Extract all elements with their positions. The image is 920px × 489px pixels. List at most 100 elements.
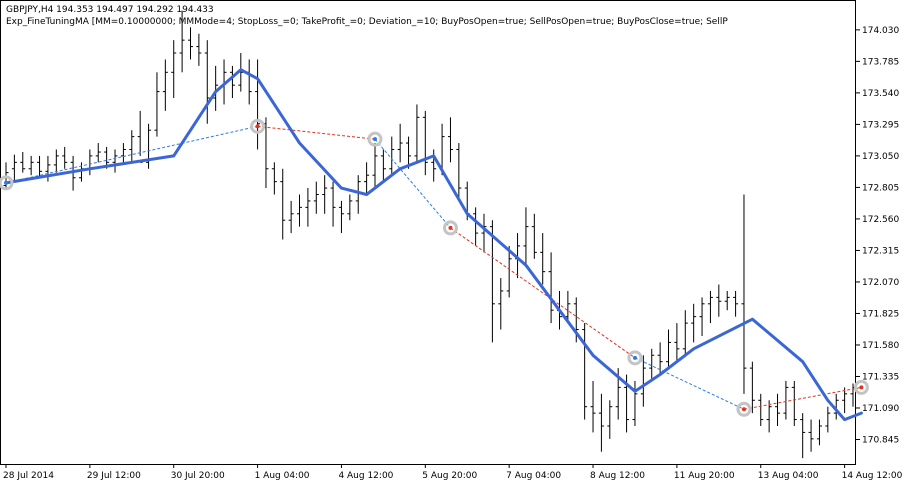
ohlc-bar — [699, 297, 705, 336]
trade-marker-ring — [367, 131, 383, 147]
ohlc-bar — [397, 123, 403, 163]
sell-entry-marker — [741, 407, 746, 412]
moving-average-line — [4, 68, 863, 422]
ohlc-bar — [489, 220, 495, 343]
ohlc-bar — [842, 387, 848, 414]
x-tick-label: 11 Aug 20:00 — [674, 471, 735, 481]
ohlc-bar — [666, 329, 672, 369]
ohlc-bar — [800, 413, 806, 459]
ohlc-bar — [280, 168, 286, 240]
ohlc-bar — [506, 245, 512, 298]
ohlc-bar — [540, 233, 546, 285]
ohlc-bar — [523, 207, 529, 266]
ohlc-bar — [171, 40, 177, 99]
buy-entry-marker — [632, 355, 637, 360]
ohlc-bar — [62, 146, 68, 169]
ohlc-bar — [406, 136, 412, 169]
y-tick-label: 172.560 — [862, 215, 899, 225]
ohlc-bar — [548, 252, 554, 324]
sell-trade-line — [257, 125, 376, 140]
ohlc-bar — [456, 143, 462, 201]
x-tick-label: 1 Aug 04:00 — [255, 471, 310, 481]
ohlc-bar — [196, 33, 202, 66]
x-tick-label: 30 Jul 20:00 — [171, 471, 225, 481]
ohlc-bar — [691, 303, 697, 343]
buy-entry-marker — [4, 180, 8, 185]
trade-marker-ring — [853, 379, 869, 395]
y-tick-label: 171.825 — [862, 309, 899, 319]
ohlc-bar — [53, 149, 59, 173]
ohlc-bar — [808, 419, 814, 452]
y-tick-label: 173.050 — [862, 152, 899, 162]
y-tick-label: 173.540 — [862, 89, 899, 99]
ohlc-bar — [204, 40, 210, 124]
ohlc-bar — [146, 123, 152, 169]
chart-header: GBPJPY,H4 194.353 194.497 194.292 194.43… — [6, 4, 854, 28]
y-tick-label: 171.335 — [862, 372, 899, 382]
ohlc-bar — [112, 149, 118, 173]
ohlc-bar — [422, 110, 428, 176]
trade-marker-ring — [0, 175, 14, 191]
expert-params-line: Exp_FineTuningMA [MM=0.10000000; MMMode=… — [6, 17, 728, 27]
chart-frame — [0, 0, 856, 465]
ohlc-bar — [380, 149, 386, 182]
ohlc-bar — [28, 155, 34, 176]
ohlc-bar — [582, 323, 588, 420]
x-tick-label: 8 Aug 12:00 — [590, 471, 645, 481]
ohlc-bar — [766, 400, 772, 433]
ohlc-bar — [758, 393, 764, 426]
y-tick-label: 171.090 — [862, 404, 899, 414]
ohlc-bar — [129, 130, 135, 163]
trade-marker-ring — [627, 350, 643, 366]
ohlc-bar — [87, 149, 93, 176]
ohlc-bar — [137, 110, 143, 163]
ohlc-bar — [481, 213, 487, 253]
ohlc-bar — [674, 323, 680, 362]
ohlc-bar — [498, 278, 504, 330]
ohlc-bar — [791, 380, 797, 426]
x-tick-label: 29 Jul 12:00 — [87, 471, 141, 481]
ohlc-bar — [833, 393, 839, 420]
ohlc-bar — [733, 290, 739, 317]
trade-marker-ring — [442, 220, 458, 236]
y-tick-label: 171.580 — [862, 341, 899, 351]
ohlc-bar — [414, 104, 420, 163]
ohlc-bar — [297, 194, 303, 227]
ohlc-bar — [20, 152, 26, 173]
ohlc-bar — [598, 393, 604, 452]
buy-trade-line — [634, 357, 745, 410]
y-tick-label: 170.845 — [862, 435, 899, 445]
ohlc-bar — [330, 181, 336, 227]
ohlc-bar — [229, 65, 235, 99]
ohlc-bar — [45, 155, 51, 182]
ohlc-bar — [179, 10, 185, 73]
ohlc-bar — [364, 162, 370, 195]
ohlc-bar — [305, 188, 311, 227]
x-tick-label: 4 Aug 12:00 — [338, 471, 393, 481]
ohlc-bar — [246, 59, 252, 105]
ohlc-bar — [11, 154, 17, 182]
x-tick-label: 7 Aug 04:00 — [506, 471, 561, 481]
ohlc-bar — [590, 380, 596, 433]
buy-trade-line — [5, 125, 258, 184]
ohlc-bar — [607, 400, 613, 439]
sell-entry-marker — [255, 124, 260, 129]
ohlc-bar — [783, 380, 789, 420]
exit-marker — [859, 385, 864, 390]
ohlc-bar — [473, 207, 479, 246]
y-tick-label: 174.030 — [862, 26, 899, 36]
ohlc-bar — [632, 380, 638, 426]
ohlc-bar — [749, 361, 755, 414]
trade-marker-ring — [250, 118, 266, 134]
y-tick-label: 172.070 — [862, 278, 899, 288]
buy-trade-line — [374, 138, 451, 229]
ohlc-bar — [322, 175, 328, 214]
ohlc-bar — [825, 406, 831, 433]
ohlc-bar — [271, 162, 277, 195]
x-tick-label: 5 Aug 20:00 — [422, 471, 477, 481]
ohlc-bar — [682, 310, 688, 356]
x-tick-label: 13 Aug 04:00 — [758, 471, 819, 481]
ohlc-bar — [775, 393, 781, 426]
